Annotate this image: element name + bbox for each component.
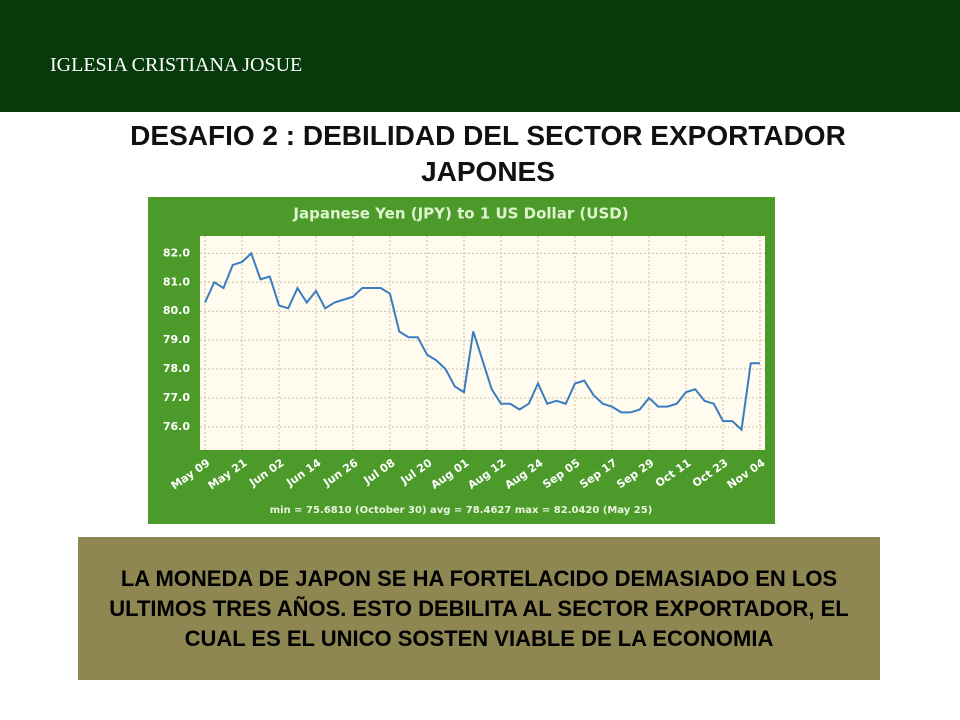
y-tick-label: 76.0 [163,420,190,433]
y-tick-label: 78.0 [163,362,190,375]
y-tick-label: 80.0 [163,304,190,317]
plot-area [200,236,765,450]
slide-title: DESAFIO 2 : DEBILIDAD DEL SECTOR EXPORTA… [130,120,846,187]
data-line [204,251,760,432]
y-tick-label: 79.0 [163,333,190,346]
header: IGLESIA CRISTIANA JOSUE [0,0,960,112]
y-tick-label: 82.0 [163,246,190,259]
y-tick-label: 81.0 [163,275,190,288]
chart-title: Japanese Yen (JPY) to 1 US Dollar (USD) [292,205,628,223]
caption: LA MONEDA DE JAPON SE HA FORTELACIDO DEM… [109,565,849,651]
header-title: IGLESIA CRISTIANA JOSUE [50,54,303,76]
y-tick-label: 77.0 [163,391,190,404]
chart-stats: min = 75.6810 (October 30) avg = 78.4627… [270,505,653,516]
caption-box: LA MONEDA DE JAPON SE HA FORTELACIDO DEM… [78,537,880,680]
